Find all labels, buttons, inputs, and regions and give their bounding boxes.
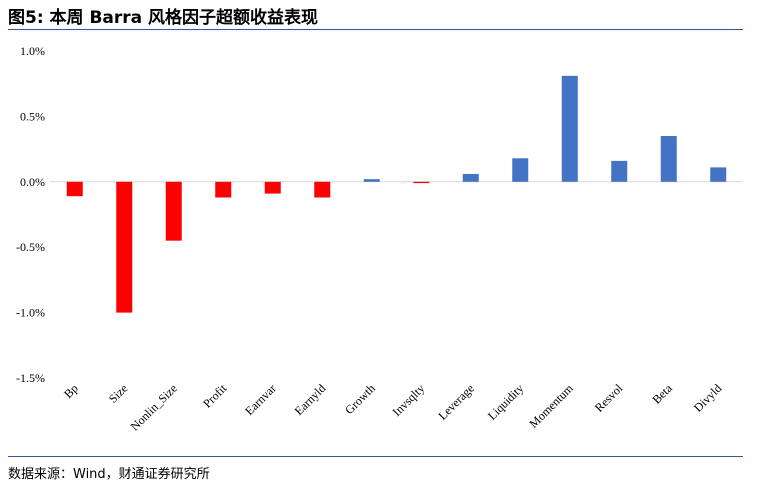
bar-chart: 1.0% 0.5% 0.0% -0.5% -1.0% -1.5% Bp SizeNonlin… [16, 44, 743, 434]
x-tick-label: Profit [200, 381, 230, 411]
top-divider [8, 29, 743, 30]
x-tick-label: Bp [61, 381, 81, 401]
bar-earnvar [264, 181, 281, 194]
bar-earnyld [314, 181, 331, 198]
x-tick-label: Earnvar [242, 381, 279, 418]
bar-liquidity [512, 158, 529, 182]
y-tick-label: -1.0% [16, 306, 45, 320]
bar-leverage [462, 173, 479, 182]
bar-size [116, 181, 133, 313]
y-tick-label: 1.0% [20, 44, 45, 58]
bar-divyld [710, 167, 727, 182]
bar-momentum [561, 75, 578, 182]
bar-invsqlty [413, 181, 430, 184]
x-tick-label: Beta [649, 381, 675, 407]
x-tick-label: Nonlin_Size [128, 381, 180, 433]
figure-title: 图5: 本周 Barra 风格因子超额收益表现 [8, 8, 319, 28]
y-tick-label: 0.5% [20, 109, 45, 123]
y-axis-tick-labels: 1.0% 0.5% 0.0% -0.5% -1.0% -1.5% [16, 44, 45, 385]
y-tick-label: -1.5% [16, 371, 45, 385]
bar-nonlin-size [165, 181, 182, 241]
x-tick-label: Invsqlty [390, 381, 428, 419]
x-tick-label: Growth [342, 381, 378, 417]
x-tick-label: Momentum [526, 381, 576, 431]
x-tick-label: Divyld [691, 381, 724, 414]
source-note: 数据来源：Wind，财通证券研究所 [8, 467, 210, 482]
bar-resvol [611, 160, 628, 182]
y-tick-label: 0.0% [20, 175, 45, 189]
x-tick-label: Size [106, 381, 131, 406]
y-tick-label: -0.5% [16, 240, 45, 254]
x-tick-label: Earnyld [292, 381, 329, 418]
bar-profit [215, 181, 232, 198]
bar-growth [363, 179, 380, 182]
bar-beta [660, 136, 677, 182]
bar-bp [66, 181, 83, 197]
bottom-divider [8, 456, 743, 457]
x-tick-label: Resvol [592, 381, 626, 415]
x-tick-label: Leverage [435, 381, 476, 422]
x-tick-label: Liquidity [485, 381, 526, 422]
bars-group [66, 75, 727, 313]
